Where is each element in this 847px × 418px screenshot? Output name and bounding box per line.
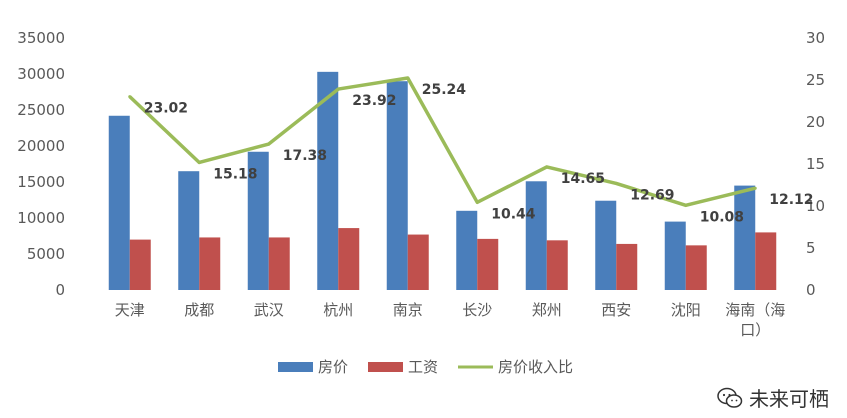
price-bar [178,171,200,290]
ratio-point [406,76,410,80]
price-bar [664,221,686,290]
ratio-data-label: 23.92 [352,93,396,109]
right-axis: 0 5 10 15 20 25 30 [806,29,825,299]
watermark-text: 未来可栖 [749,387,829,411]
price-bar [525,181,547,290]
ratio-data-label: 10.44 [491,206,536,222]
category-label: 海南（海口） [725,301,785,339]
right-tick-label: 5 [806,239,816,257]
price-bar [734,185,756,290]
legend-label: 房价收入比 [498,358,573,376]
price-bar [386,81,408,290]
category-label: 成都 [184,301,214,319]
wage-bar [268,237,290,290]
price-bar [317,71,339,290]
ratio-point [684,203,688,207]
price-bar [456,210,478,290]
wage-bar [199,237,221,290]
left-tick-label: 0 [55,281,65,299]
left-axis: 0 5000 10000 15000 20000 25000 30000 35000 [17,29,65,299]
category-label: 南京 [393,301,423,319]
legend-swatch [368,362,403,372]
left-tick-label: 5000 [27,245,65,263]
price-bar [247,151,269,290]
wage-bar [407,234,429,290]
ratio-data-label: 15.18 [213,166,257,182]
ratio-point [267,142,271,146]
category-label: 郑州 [532,301,562,319]
ratio-point [614,181,618,185]
price-bar [108,115,130,290]
bars [108,71,777,290]
left-tick-label: 10000 [17,209,65,227]
category-label: 西安 [601,301,631,319]
ratio-point [545,165,549,169]
legend: 房价 工资 房价收入比 [278,358,573,376]
right-tick-label: 10 [806,197,825,215]
ratio-data-label: 10.08 [700,209,744,225]
legend-label: 房价 [318,358,348,376]
legend-swatch [278,362,313,372]
legend-label: 工资 [408,358,438,376]
right-tick-label: 25 [806,71,825,89]
category-label: 沈阳 [671,301,701,319]
wage-bar [755,232,777,290]
ratio-data-label: 17.38 [283,148,327,164]
ratio-point [197,160,201,164]
left-tick-label: 30000 [17,65,65,83]
ratio-data-label: 12.12 [769,192,813,208]
wage-bar [338,228,360,290]
price-bar [595,200,617,290]
wage-bar [616,243,638,290]
wage-bar [477,238,499,290]
ratio-line: 23.02 15.18 17.38 23.92 25.24 10.44 14.65 12.69… [128,76,814,225]
ratio-data-label: 14.65 [561,171,605,187]
ratio-point [128,95,132,99]
ratio-data-label: 25.24 [422,82,467,98]
wechat-icon [717,387,743,408]
wage-bar [685,245,707,290]
watermark: 未来可栖 [717,383,829,412]
category-label: 杭州 [323,301,353,319]
ratio-point [336,87,340,91]
ratio-data-label: 23.02 [144,101,188,117]
ratio-line-path [128,76,756,208]
ratio-data-label: 12.69 [630,187,674,203]
category-labels: 天津 成都 武汉 杭州 南京 长沙 郑州 西安 沈阳 海南（海口） [115,301,786,339]
left-tick-label: 35000 [17,29,65,47]
category-label: 天津 [115,301,145,319]
wage-bar [129,239,151,290]
left-tick-label: 25000 [17,101,65,119]
ratio-point [475,200,479,204]
left-tick-label: 15000 [17,173,65,191]
category-label: 长沙 [462,301,492,319]
right-tick-label: 15 [806,155,825,173]
right-tick-label: 30 [806,29,825,47]
ratio-point [753,186,757,190]
right-tick-label: 0 [806,281,816,299]
left-tick-label: 20000 [17,137,65,155]
category-label: 武汉 [254,301,284,319]
wage-bar [546,240,568,290]
right-tick-label: 20 [806,113,825,131]
